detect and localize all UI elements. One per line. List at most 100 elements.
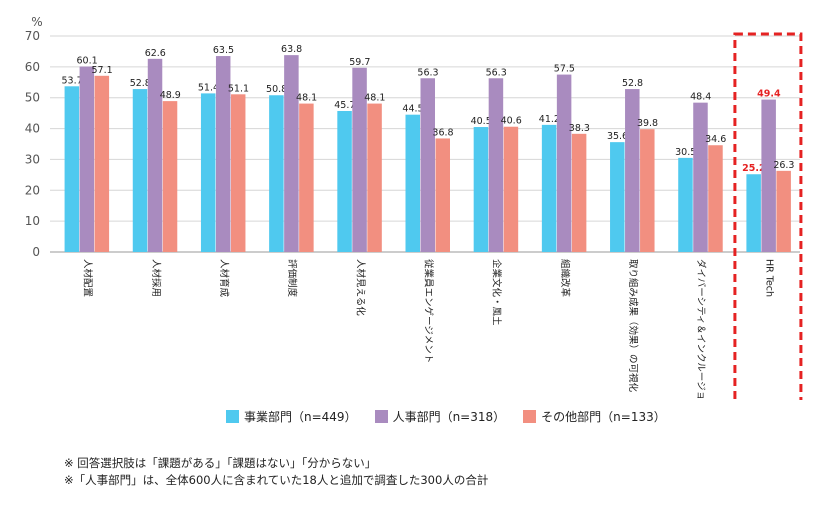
bar-1-2 bbox=[162, 101, 178, 252]
data-label-0-1: 60.1 bbox=[77, 56, 98, 67]
y-tick-label-10: 10 bbox=[25, 214, 40, 228]
highlight-box bbox=[733, 32, 803, 400]
data-label-9-2: 34.6 bbox=[705, 134, 726, 145]
data-label-6-2: 40.6 bbox=[501, 116, 522, 127]
data-label-0-0: 53.7 bbox=[62, 75, 83, 86]
bar-1-1 bbox=[147, 58, 163, 252]
bar-5-1 bbox=[420, 78, 435, 252]
data-label-3-2: 48.1 bbox=[296, 93, 317, 104]
data-label-7-1: 57.5 bbox=[554, 64, 575, 75]
legend-swatch-2 bbox=[523, 410, 537, 423]
category-label-9: ダイバーシティ＆インクルージョン bbox=[695, 259, 707, 400]
data-label-10-1: 49.4 bbox=[757, 89, 781, 100]
bar-6-0 bbox=[473, 127, 489, 252]
data-label-8-0: 35.6 bbox=[607, 131, 628, 142]
bar-0-0 bbox=[64, 86, 80, 252]
bar-9-2 bbox=[708, 145, 723, 252]
y-tick-label-20: 20 bbox=[25, 183, 40, 197]
data-label-9-0: 30.5 bbox=[675, 147, 696, 158]
data-label-9-1: 48.4 bbox=[690, 92, 711, 103]
data-label-10-0: 25.2 bbox=[742, 163, 765, 174]
bar-3-1 bbox=[284, 55, 299, 253]
bar-10-0 bbox=[746, 174, 761, 252]
category-label-8: 取り組み成果（効果）の可視化 bbox=[627, 259, 639, 393]
bar-1-0 bbox=[132, 89, 148, 253]
legend: 事業部門（n=449） 人事部門（n=318） その他部門（n=133） bbox=[226, 408, 666, 425]
category-label-0: 人材配置 bbox=[82, 259, 94, 297]
bar-2-0 bbox=[200, 93, 216, 252]
data-label-1-2: 48.9 bbox=[160, 90, 181, 101]
bar-8-1 bbox=[625, 89, 640, 253]
data-label-5-1: 56.3 bbox=[417, 67, 438, 78]
bar-7-2 bbox=[571, 133, 587, 252]
data-label-4-1: 59.7 bbox=[349, 57, 370, 68]
bar-7-1 bbox=[556, 74, 572, 252]
y-unit-label: % bbox=[31, 15, 42, 29]
bar-6-1 bbox=[488, 78, 504, 252]
data-label-10-2: 26.3 bbox=[773, 160, 794, 171]
data-label-6-1: 56.3 bbox=[486, 67, 507, 78]
data-label-5-0: 44.5 bbox=[402, 104, 423, 115]
data-label-4-0: 45.7 bbox=[334, 100, 355, 111]
y-tick-label-50: 50 bbox=[25, 91, 40, 105]
category-label-2: 人材育成 bbox=[218, 259, 230, 298]
bar-7-0 bbox=[541, 124, 557, 252]
bar-8-0 bbox=[610, 142, 625, 252]
y-tick-label-70: 70 bbox=[25, 29, 40, 43]
bar-5-2 bbox=[435, 138, 450, 252]
data-label-8-2: 39.8 bbox=[637, 118, 658, 129]
y-tick-label-60: 60 bbox=[25, 60, 40, 74]
bar-3-0 bbox=[269, 95, 284, 252]
category-label-6: 企業文化・風土 bbox=[491, 259, 503, 326]
data-label-7-2: 38.3 bbox=[569, 123, 590, 134]
legend-item-0: 事業部門（n=449） bbox=[226, 408, 357, 425]
data-label-3-0: 50.8 bbox=[266, 84, 287, 95]
data-label-3-1: 63.8 bbox=[281, 44, 302, 55]
bar-10-2 bbox=[776, 170, 791, 252]
y-tick-label-40: 40 bbox=[25, 122, 40, 136]
legend-swatch-1 bbox=[374, 410, 388, 423]
legend-label-1: 人事部門（n=318） bbox=[392, 410, 506, 424]
legend-label-0: 事業部門（n=449） bbox=[244, 410, 357, 424]
y-tick-label-0: 0 bbox=[32, 245, 40, 259]
data-label-2-1: 63.5 bbox=[213, 45, 234, 56]
data-label-1-1: 62.6 bbox=[145, 48, 166, 59]
bar-8-2 bbox=[640, 129, 655, 252]
bar-2-2 bbox=[230, 94, 246, 252]
category-label-10: HR Tech bbox=[763, 259, 774, 297]
bar-9-0 bbox=[678, 157, 693, 252]
data-label-2-2: 51.1 bbox=[228, 83, 249, 94]
legend-swatch-0 bbox=[226, 410, 239, 423]
bar-10-1 bbox=[761, 99, 776, 253]
legend-item-1: 人事部門（n=318） bbox=[374, 408, 506, 425]
category-label-1: 人材採用 bbox=[150, 259, 162, 297]
category-label-7: 組織改革 bbox=[559, 259, 571, 298]
bar-0-1 bbox=[79, 66, 95, 252]
bar-4-0 bbox=[337, 110, 352, 253]
legend-label-2: その他部門（n=133） bbox=[541, 410, 666, 424]
bar-5-0 bbox=[405, 114, 420, 252]
data-label-4-2: 48.1 bbox=[364, 93, 385, 104]
data-label-5-2: 36.8 bbox=[432, 127, 453, 138]
category-label-5: 従業員エンゲージメント bbox=[423, 259, 435, 363]
bar-6-2 bbox=[503, 126, 519, 252]
y-tick-label-30: 30 bbox=[25, 152, 40, 166]
data-label-2-0: 51.4 bbox=[198, 82, 219, 93]
bar-2-1 bbox=[215, 56, 231, 252]
data-label-6-0: 40.5 bbox=[471, 116, 492, 127]
data-label-0-2: 57.1 bbox=[92, 65, 113, 76]
data-label-1-0: 52.8 bbox=[130, 78, 151, 89]
bar-4-1 bbox=[352, 67, 367, 252]
bar-3-2 bbox=[299, 103, 314, 252]
bar-9-1 bbox=[693, 102, 708, 252]
data-label-8-1: 52.8 bbox=[622, 78, 643, 89]
data-label-7-0: 41.2 bbox=[539, 114, 560, 125]
legend-item-2: その他部門（n=133） bbox=[523, 408, 666, 425]
bar-4-2 bbox=[367, 103, 382, 252]
category-label-4: 人材見える化 bbox=[354, 259, 366, 316]
footnote-1: ※ 回答選択肢は「課題がある」「課題はない」「分からない」 bbox=[64, 456, 377, 470]
footnote-2: ※「人事部門」は、全体600人に含まれていた18人と追加で調査した300人の合計 bbox=[64, 473, 489, 487]
category-label-3: 評価制度 bbox=[286, 259, 298, 298]
bar-chart: % 0 10 20 30 40 50 60 70 53.7 60.157.1 人材配置 52.8 62.6… bbox=[25, 15, 803, 400]
bar-0-2 bbox=[94, 75, 110, 252]
